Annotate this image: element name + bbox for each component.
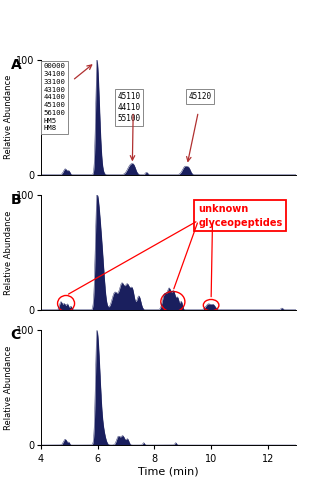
Text: 45110
44110
55100: 45110 44110 55100	[118, 92, 141, 124]
Y-axis label: Relative Abundance: Relative Abundance	[4, 346, 13, 430]
Text: C: C	[11, 328, 21, 342]
Y-axis label: Relative Abundance: Relative Abundance	[4, 75, 13, 160]
Text: B: B	[11, 193, 21, 207]
Text: A: A	[11, 58, 21, 71]
Y-axis label: Relative Abundance: Relative Abundance	[4, 210, 13, 294]
X-axis label: Time (min): Time (min)	[138, 467, 199, 477]
Text: unknown
glyceopeptides: unknown glyceopeptides	[198, 204, 283, 228]
Text: 45120: 45120	[189, 92, 212, 101]
Text: 00000
34100
33100
43100
44100
45100
56100
HM5
HM8: 00000 34100 33100 43100 44100 45100 5610…	[43, 64, 65, 132]
